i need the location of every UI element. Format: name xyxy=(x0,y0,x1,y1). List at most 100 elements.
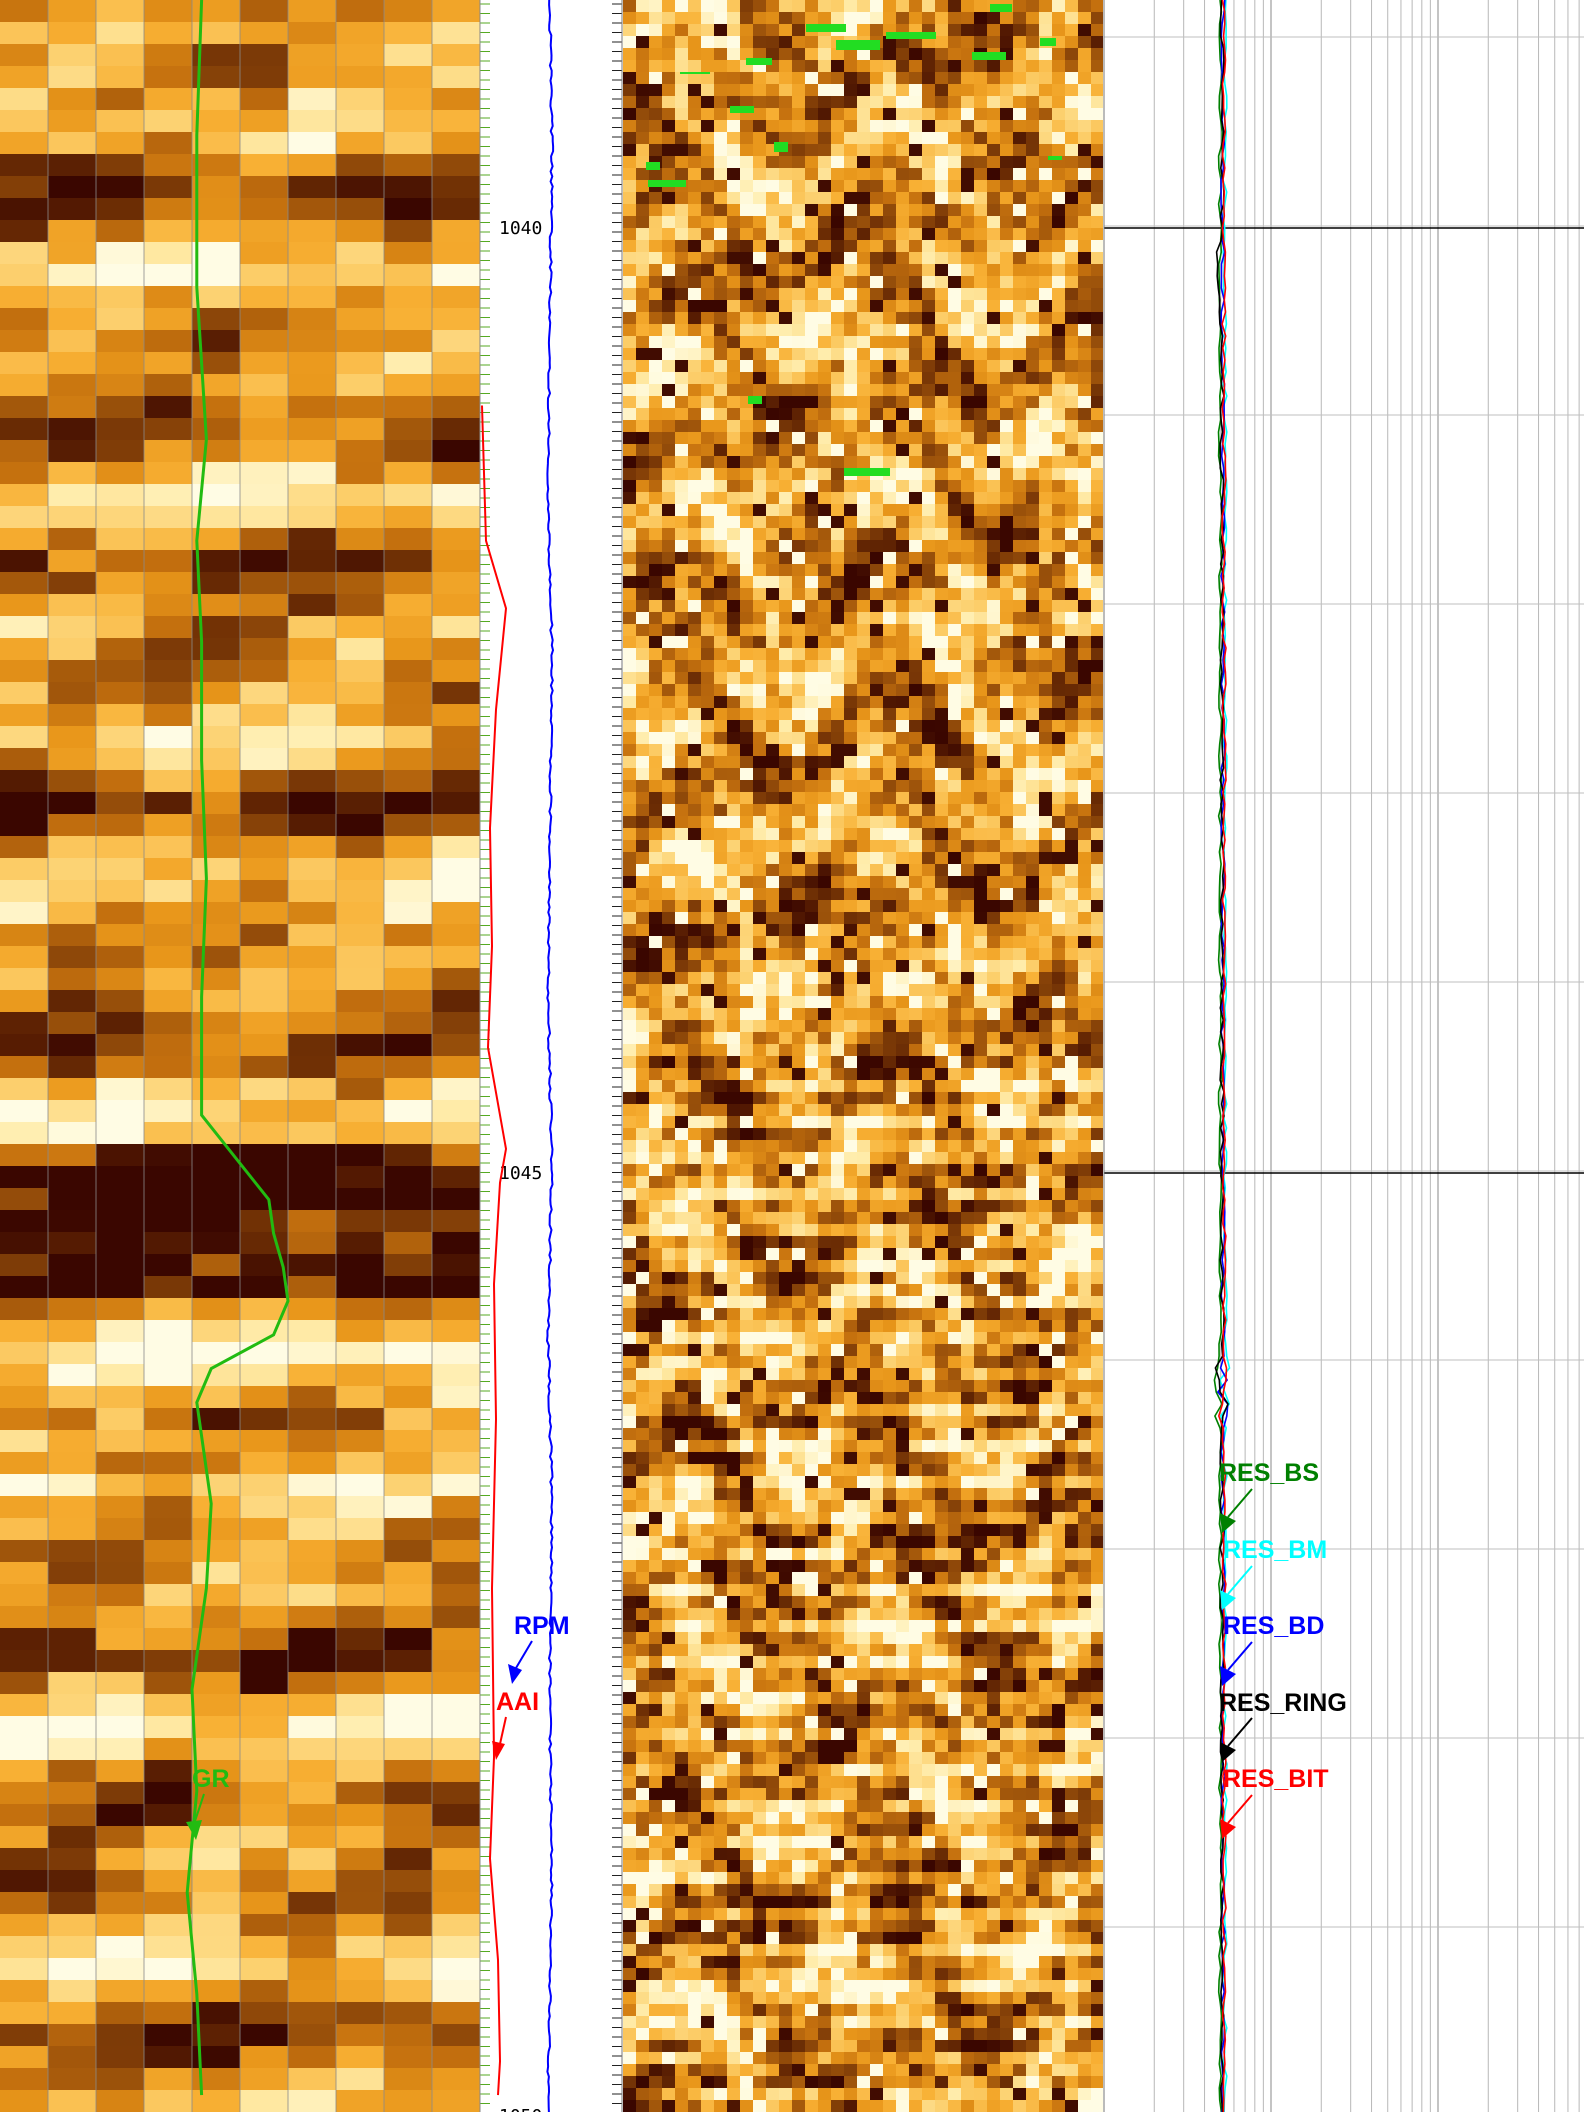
borehole-image-cell xyxy=(961,132,975,145)
left-heatmap-cell xyxy=(0,1386,49,1409)
borehole-image-cell xyxy=(623,696,637,709)
borehole-image-cell xyxy=(1078,528,1092,541)
borehole-image-cell xyxy=(961,1032,975,1045)
borehole-image-cell xyxy=(662,432,676,445)
borehole-image-cell xyxy=(1039,972,1053,985)
borehole-image-cell xyxy=(753,264,767,277)
borehole-image-cell xyxy=(805,576,819,589)
left-heatmap-cell xyxy=(144,1826,193,1849)
left-heatmap-cell xyxy=(384,352,433,375)
borehole-image-cell xyxy=(714,1056,728,1069)
borehole-image-cell xyxy=(974,804,988,817)
borehole-image-cell xyxy=(909,684,923,697)
borehole-image-cell xyxy=(636,780,650,793)
left-heatmap-cell xyxy=(288,880,337,903)
borehole-image-cell xyxy=(870,180,884,193)
borehole-image-cell xyxy=(857,576,871,589)
borehole-image-cell xyxy=(792,384,806,397)
left-heatmap-cell xyxy=(432,1100,480,1123)
borehole-image-cell xyxy=(649,444,663,457)
borehole-image-cell xyxy=(675,552,689,565)
borehole-image-cell xyxy=(1052,1092,1066,1105)
borehole-image-cell xyxy=(974,648,988,661)
left-heatmap-cell xyxy=(384,748,433,771)
borehole-image-cell xyxy=(779,1104,793,1117)
borehole-image-cell xyxy=(714,1032,728,1045)
borehole-image-cell xyxy=(922,1140,936,1153)
borehole-image-cell xyxy=(818,564,832,577)
borehole-image-cell xyxy=(805,1044,819,1057)
borehole-image-cell xyxy=(714,1020,728,1033)
left-heatmap-cell xyxy=(144,968,193,991)
borehole-image-cell xyxy=(805,240,819,253)
borehole-image-cell xyxy=(740,240,754,253)
borehole-image-cell xyxy=(961,696,975,709)
borehole-image-cell xyxy=(766,420,780,433)
borehole-image-cell xyxy=(896,828,910,841)
borehole-image-cell xyxy=(1078,1020,1092,1033)
borehole-image-cell xyxy=(792,372,806,385)
left-heatmap-cell xyxy=(96,946,145,969)
left-heatmap-cell xyxy=(240,2090,289,2112)
borehole-image-cell xyxy=(961,972,975,985)
left-heatmap-cell xyxy=(336,330,385,353)
borehole-image-cell xyxy=(987,192,1001,205)
borehole-image-cell xyxy=(662,360,676,373)
borehole-image-cell xyxy=(909,12,923,25)
borehole-image-cell xyxy=(753,36,767,49)
borehole-image-cell xyxy=(974,768,988,781)
borehole-image-cell xyxy=(870,324,884,337)
borehole-image-cell xyxy=(636,1020,650,1033)
left-heatmap-cell xyxy=(48,726,97,749)
left-heatmap-cell xyxy=(240,462,289,485)
left-heatmap-cell xyxy=(288,220,337,243)
borehole-image-cell xyxy=(675,144,689,157)
borehole-image-cell xyxy=(831,552,845,565)
borehole-image-cell xyxy=(896,1056,910,1069)
borehole-image-cell xyxy=(753,372,767,385)
borehole-image-cell xyxy=(1091,984,1103,997)
borehole-image-cell xyxy=(740,1008,754,1021)
left-heatmap-cell xyxy=(432,2068,480,2091)
left-heatmap-cell xyxy=(48,1496,97,1519)
borehole-image-cell xyxy=(649,984,663,997)
left-heatmap-cell xyxy=(336,132,385,155)
borehole-image-cell xyxy=(688,672,702,685)
borehole-image-cell xyxy=(961,1068,975,1081)
borehole-image-cell xyxy=(792,564,806,577)
borehole-image-cell xyxy=(1013,1044,1027,1057)
borehole-image-cell xyxy=(675,1140,689,1153)
borehole-image-cell xyxy=(779,456,793,469)
borehole-image-cell xyxy=(1000,1068,1014,1081)
borehole-image-cell xyxy=(727,780,741,793)
borehole-image-cell xyxy=(818,528,832,541)
borehole-image-cell xyxy=(961,684,975,697)
left-heatmap-cell xyxy=(384,638,433,661)
borehole-image-cell xyxy=(857,1080,871,1093)
borehole-image-cell xyxy=(701,768,715,781)
borehole-image-cell xyxy=(1026,708,1040,721)
borehole-image-cell xyxy=(649,300,663,313)
borehole-image-cell xyxy=(870,192,884,205)
borehole-image-cell xyxy=(714,624,728,637)
borehole-image-cell xyxy=(701,480,715,493)
borehole-image-cell xyxy=(1000,972,1014,985)
left-heatmap-cell xyxy=(192,572,241,595)
borehole-image-cell xyxy=(1052,204,1066,217)
borehole-image-cell xyxy=(1091,120,1103,133)
borehole-image-cell xyxy=(753,96,767,109)
borehole-image-cell xyxy=(974,744,988,757)
borehole-image-cell xyxy=(779,612,793,625)
left-heatmap-cell xyxy=(96,1474,145,1497)
left-heatmap-cell xyxy=(384,242,433,265)
borehole-image-cell xyxy=(831,504,845,517)
borehole-image-cell xyxy=(1026,1080,1040,1093)
borehole-image-cell xyxy=(948,36,962,49)
borehole-image-cell xyxy=(766,840,780,853)
borehole-image-cell xyxy=(805,204,819,217)
left-heatmap-cell xyxy=(192,550,241,573)
borehole-image-cell xyxy=(701,216,715,229)
left-heatmap-cell xyxy=(144,1584,193,1607)
left-heatmap-cell xyxy=(240,726,289,749)
borehole-image-cell xyxy=(1039,744,1053,757)
